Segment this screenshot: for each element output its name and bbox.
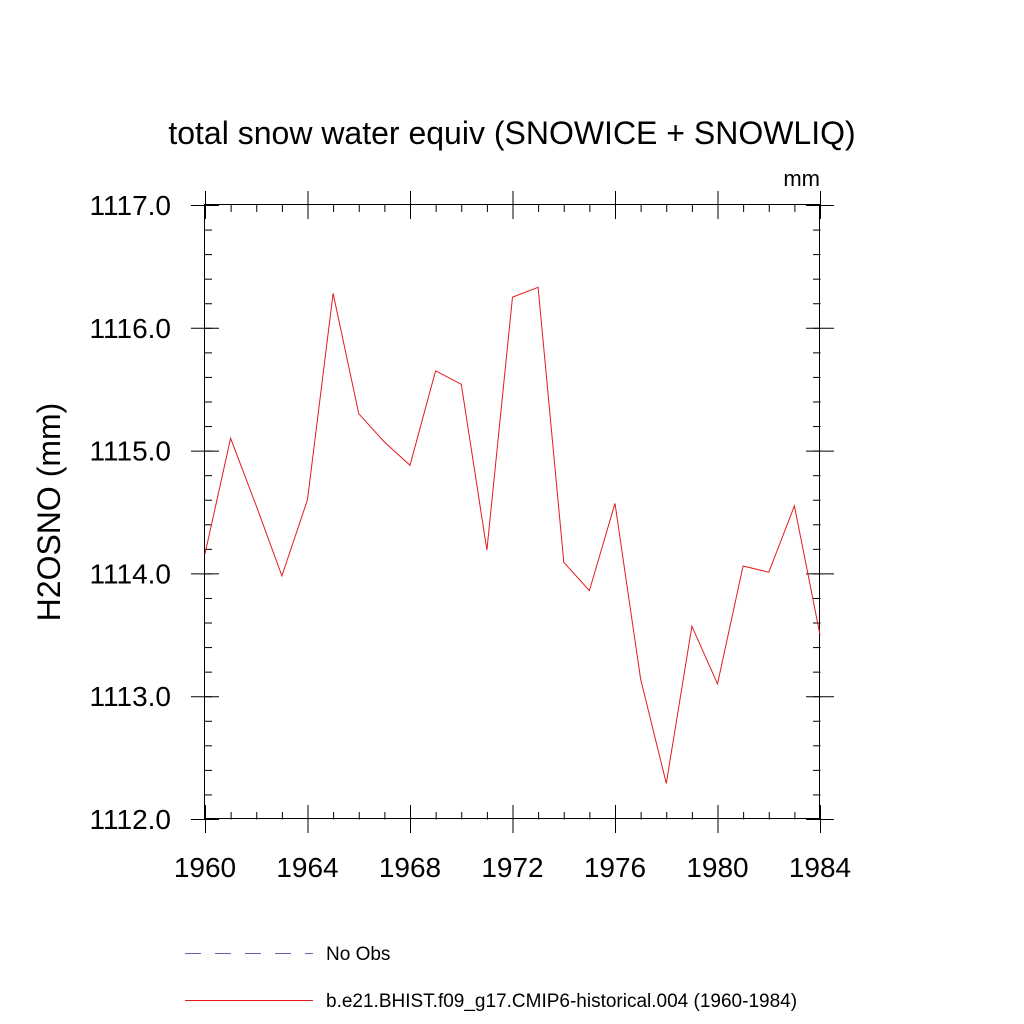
chart-title: total snow water equiv (SNOWICE + SNOWLI… xyxy=(168,115,855,151)
x-tick-label: 1964 xyxy=(276,852,338,883)
y-tick-label: 1115.0 xyxy=(90,436,171,467)
y-tick-label: 1117.0 xyxy=(90,190,171,221)
y-tick-label: 1114.0 xyxy=(90,558,171,589)
x-tick-label: 1972 xyxy=(481,852,543,883)
series-line xyxy=(204,286,821,784)
y-tick-label: 1112.0 xyxy=(90,804,171,835)
units-label: mm xyxy=(783,166,820,191)
y-tick-label: 1113.0 xyxy=(90,681,171,712)
legend-label: No Obs xyxy=(326,944,390,965)
x-tick-label: 1980 xyxy=(686,852,748,883)
x-tick-label: 1960 xyxy=(174,852,236,883)
series-layer xyxy=(204,286,821,784)
x-tick-label: 1976 xyxy=(584,852,646,883)
plot-frame xyxy=(204,204,820,819)
legend: No Obs b.e21.BHIST.f09_g17.CMIP6-historic… xyxy=(185,944,797,1012)
legend-label: b.e21.BHIST.f09_g17.CMIP6-historical.004… xyxy=(326,991,797,1012)
y-axis-label: H2OSNO (mm) xyxy=(31,403,67,622)
axis-ticks: 1960 1964 1968 1972 1976 1980 1984 1112.0 1113.0… xyxy=(90,190,852,883)
y-tick-label: 1116.0 xyxy=(90,313,171,344)
x-tick-label: 1984 xyxy=(789,852,851,883)
x-tick-label: 1968 xyxy=(379,852,441,883)
